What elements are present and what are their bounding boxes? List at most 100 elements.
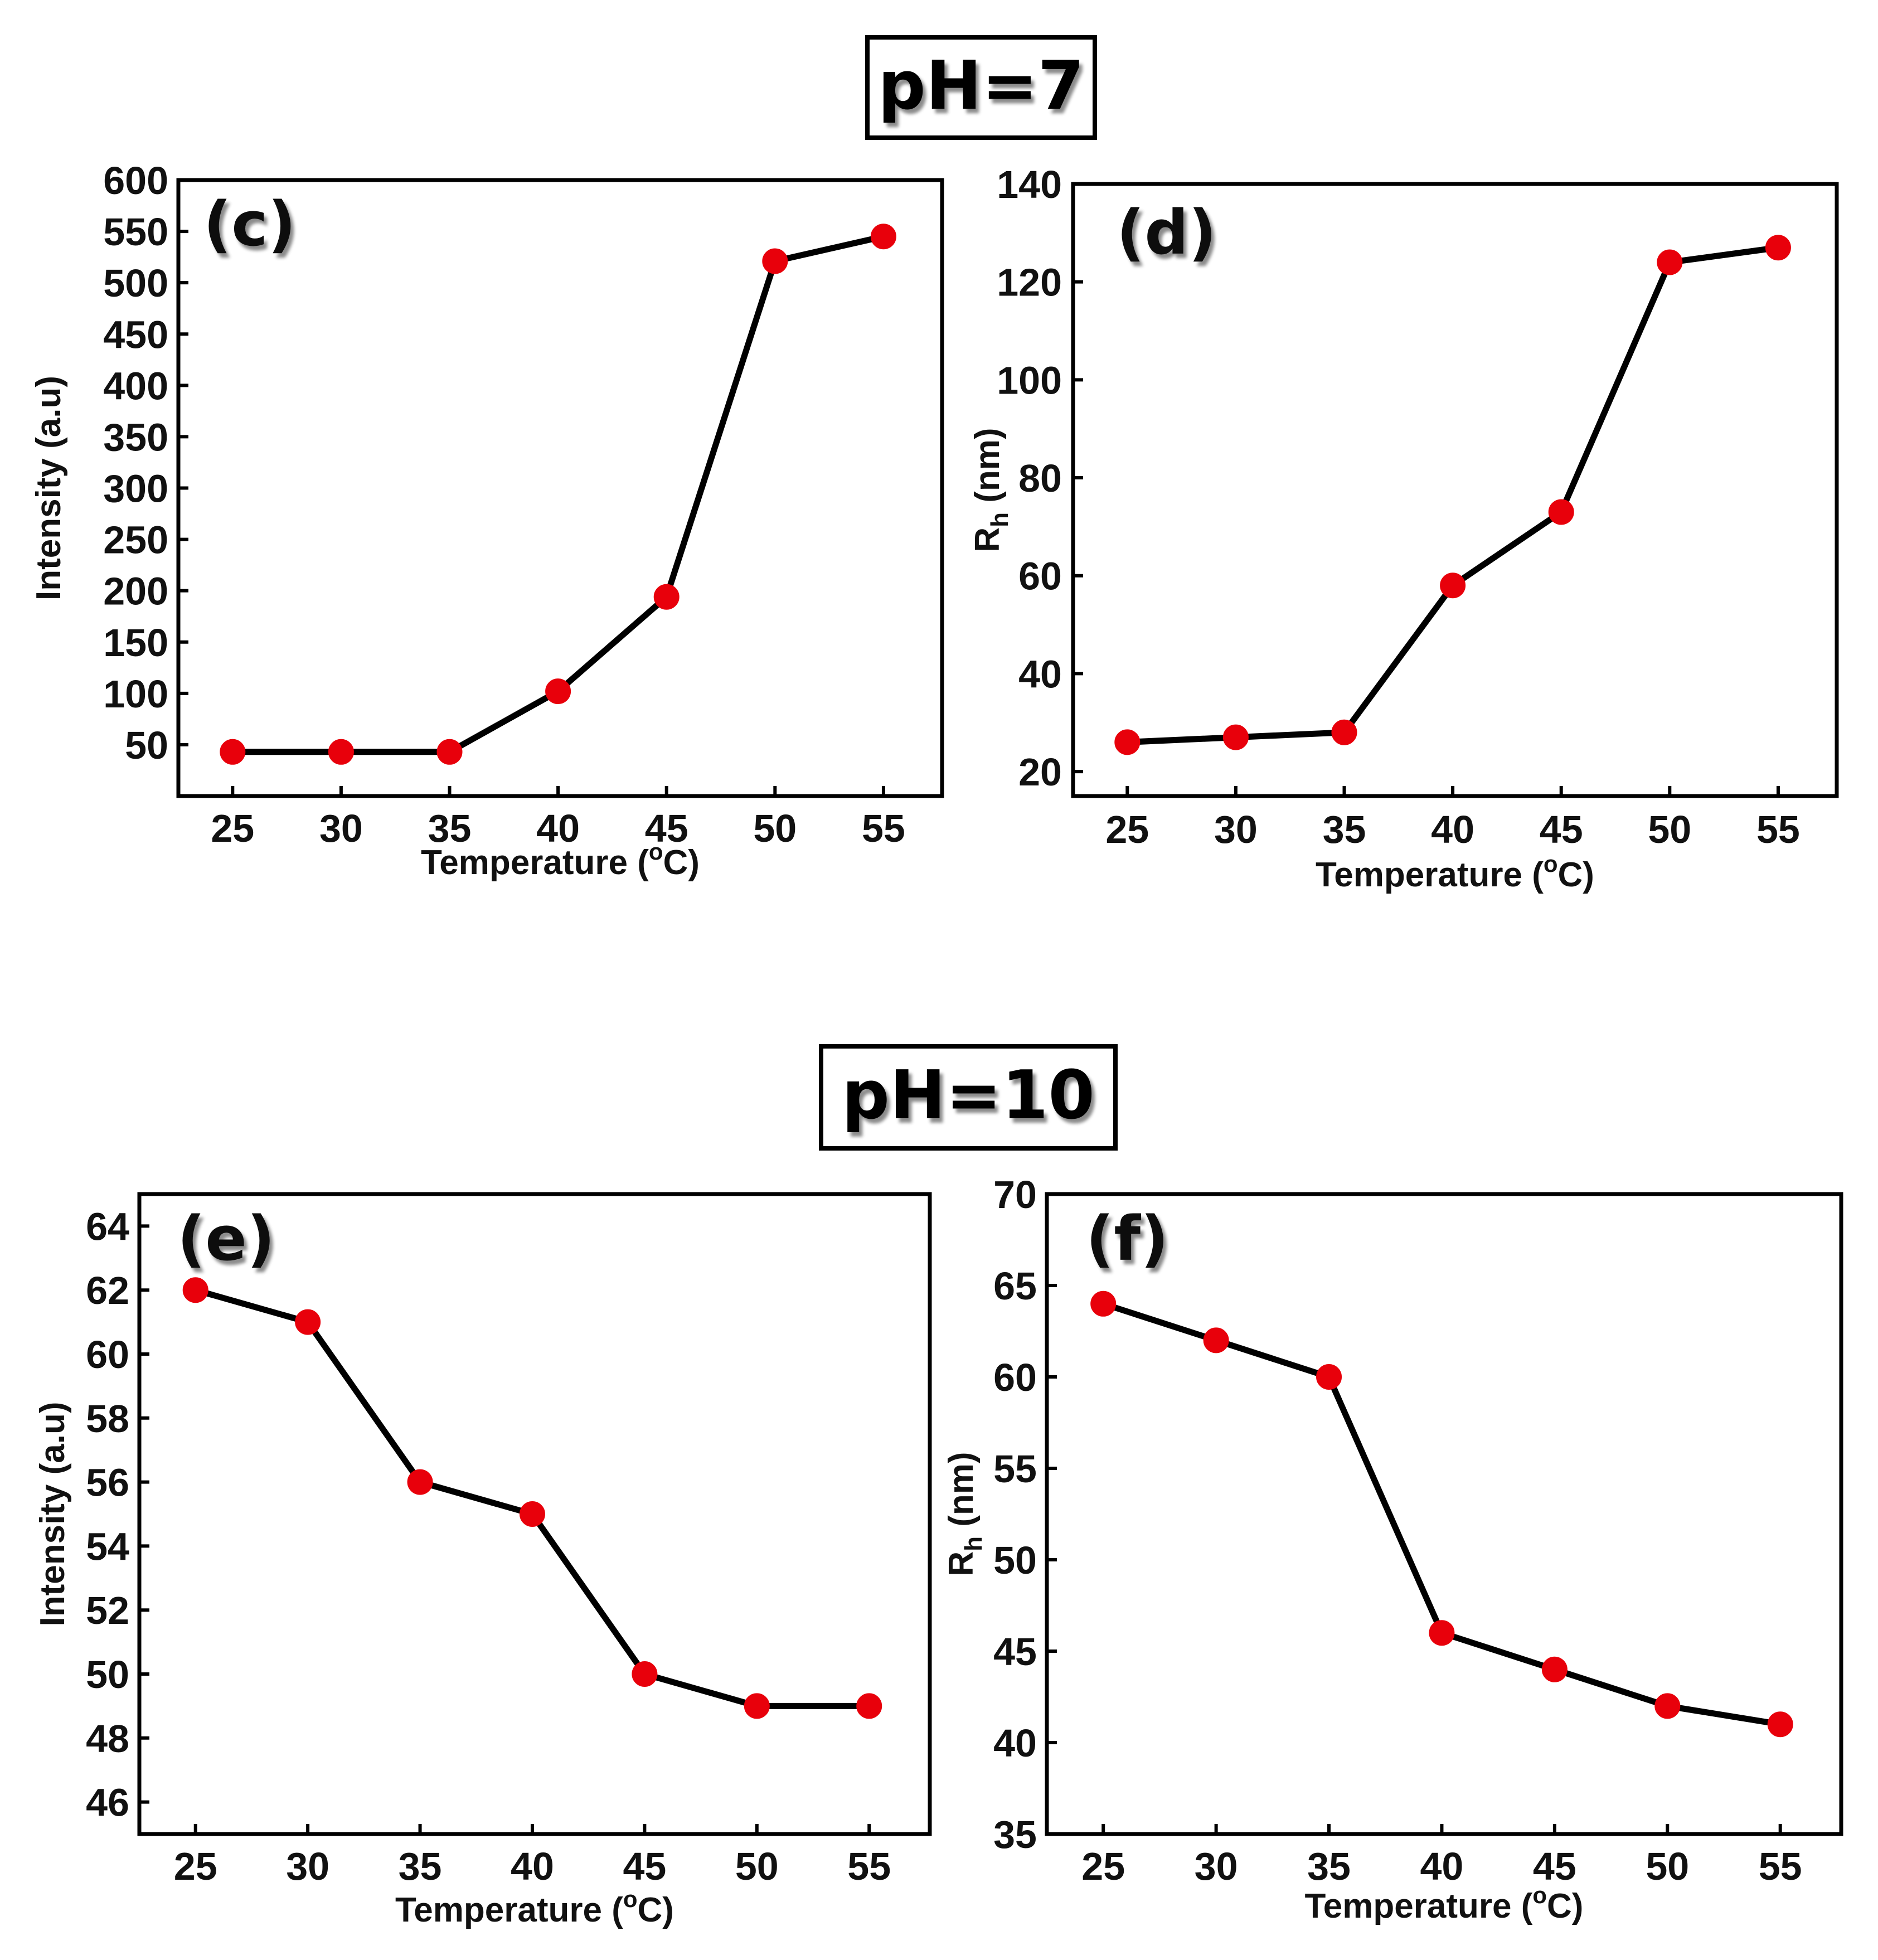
y-tick-label: 50 xyxy=(125,724,168,767)
y-tick-label: 35 xyxy=(993,1813,1037,1856)
x-tick-label: 55 xyxy=(847,1845,891,1888)
data-point xyxy=(407,1469,433,1495)
data-point xyxy=(744,1693,770,1719)
y-tick-label: 40 xyxy=(993,1721,1037,1765)
y-tick-label: 550 xyxy=(103,210,168,254)
panel-label: (c) xyxy=(203,188,296,260)
panel-label: (e) xyxy=(177,1203,275,1274)
y-tick-label: 56 xyxy=(86,1461,129,1505)
x-tick-label: 45 xyxy=(645,807,688,850)
y-tick-label: 80 xyxy=(1018,457,1062,500)
data-point xyxy=(295,1309,321,1335)
data-point xyxy=(1654,1693,1681,1719)
y-tick-label: 500 xyxy=(103,261,168,305)
y-tick-label: 60 xyxy=(86,1333,129,1376)
y-tick-label: 50 xyxy=(993,1539,1037,1582)
y-tick-label: 70 xyxy=(993,1173,1037,1216)
y-tick-label: 62 xyxy=(86,1269,129,1312)
x-tick-label: 30 xyxy=(286,1845,329,1888)
data-point xyxy=(762,248,788,274)
y-tick-label: 58 xyxy=(86,1397,129,1440)
y-tick-label: 250 xyxy=(103,518,168,562)
y-tick-label: 54 xyxy=(86,1525,129,1568)
data-point xyxy=(1203,1327,1229,1353)
x-axis-label: Temperature (oC) xyxy=(395,1886,674,1929)
data-point xyxy=(1090,1291,1117,1317)
y-tick-label: 55 xyxy=(993,1447,1037,1491)
x-tick-label: 55 xyxy=(1756,808,1800,851)
x-tick-label: 50 xyxy=(1646,1845,1689,1888)
plot-frame xyxy=(1045,1192,1843,1836)
data-point xyxy=(632,1661,658,1687)
y-tick-label: 60 xyxy=(993,1356,1037,1399)
x-tick-label: 55 xyxy=(862,807,905,850)
data-point xyxy=(436,739,463,765)
x-tick-label: 25 xyxy=(174,1845,217,1888)
y-tick-label: 100 xyxy=(103,672,168,716)
x-tick-label: 30 xyxy=(1195,1845,1238,1888)
x-axis-label: Temperature (oC) xyxy=(421,838,700,882)
series-line xyxy=(1102,1301,1781,1728)
y-tick-label: 60 xyxy=(1018,555,1062,598)
x-tick-label: 40 xyxy=(1420,1845,1464,1888)
x-axis-label: Temperature (oC) xyxy=(1316,851,1594,894)
y-tick-label: 40 xyxy=(1018,652,1062,696)
series-line xyxy=(195,1287,870,1709)
x-tick-label: 35 xyxy=(1307,1845,1351,1888)
data-point xyxy=(1331,719,1357,745)
data-point xyxy=(1114,729,1141,755)
x-tick-label: 40 xyxy=(536,807,580,850)
x-tick-label: 45 xyxy=(1533,1845,1576,1888)
x-tick-label: 30 xyxy=(1214,808,1258,851)
x-tick-label: 50 xyxy=(1648,808,1691,851)
x-tick-label: 25 xyxy=(1105,808,1149,851)
panel-label: (d) xyxy=(1117,197,1216,268)
y-tick-label: 300 xyxy=(103,467,168,511)
data-point xyxy=(1429,1620,1455,1646)
series-line xyxy=(1127,244,1779,745)
section-title-ph10: pH=10 xyxy=(819,1044,1118,1151)
panel-c-chart: 25 30 35 40 45 50 55 50 100 150 200 250 300 350 400 450… xyxy=(30,159,944,882)
y-axis-label: Intensity (a.u) xyxy=(30,376,68,600)
data-point xyxy=(1765,235,1791,261)
panel-e-chart: 25 30 35 40 45 50 55 46 48 50 52 54 56 58 60 62 64 Temper… xyxy=(33,1192,932,1929)
section-title-ph7: pH=7 xyxy=(865,35,1097,140)
y-tick-label: 52 xyxy=(86,1589,129,1632)
data-point xyxy=(182,1277,208,1303)
x-tick-label: 25 xyxy=(211,807,254,850)
data-point xyxy=(1541,1656,1568,1682)
y-tick-label: 65 xyxy=(993,1264,1037,1308)
x-axis-label: Temperature (oC) xyxy=(1305,1882,1584,1925)
plot-frame xyxy=(1071,182,1839,798)
x-tick-label: 45 xyxy=(623,1845,666,1888)
x-tick-label: 30 xyxy=(319,807,363,850)
data-point xyxy=(870,224,896,250)
y-tick-label: 46 xyxy=(86,1781,129,1825)
data-point xyxy=(519,1501,545,1527)
data-point xyxy=(220,739,246,765)
data-point xyxy=(1767,1711,1793,1738)
y-tick-label: 50 xyxy=(86,1653,129,1696)
data-point xyxy=(1316,1364,1342,1390)
x-tick-label: 50 xyxy=(753,807,797,850)
panel-label: (f) xyxy=(1086,1203,1168,1274)
y-tick-label: 120 xyxy=(997,261,1062,304)
data-point xyxy=(856,1693,882,1719)
y-axis-label: Rh (nm) xyxy=(968,428,1013,552)
x-tick-label: 45 xyxy=(1540,808,1583,851)
data-point xyxy=(1440,573,1466,599)
y-tick-label: 140 xyxy=(997,163,1062,206)
x-tick-label: 35 xyxy=(399,1845,442,1888)
x-tick-label: 40 xyxy=(1431,808,1474,851)
y-tick-label: 48 xyxy=(86,1717,129,1760)
x-tick-label: 25 xyxy=(1081,1845,1125,1888)
panel-f-chart: 25 30 35 40 45 50 55 35 40 45 50 55 60 65 70 Temperatur… xyxy=(942,1173,1843,1925)
data-point xyxy=(328,739,354,765)
y-tick-label: 64 xyxy=(86,1205,129,1248)
y-axis-label: Intensity (a.u) xyxy=(33,1401,72,1626)
data-point xyxy=(545,678,571,705)
data-point xyxy=(1548,499,1574,525)
x-tick-label: 40 xyxy=(511,1845,554,1888)
x-tick-label: 50 xyxy=(735,1845,779,1888)
y-tick-label: 20 xyxy=(1018,750,1062,794)
